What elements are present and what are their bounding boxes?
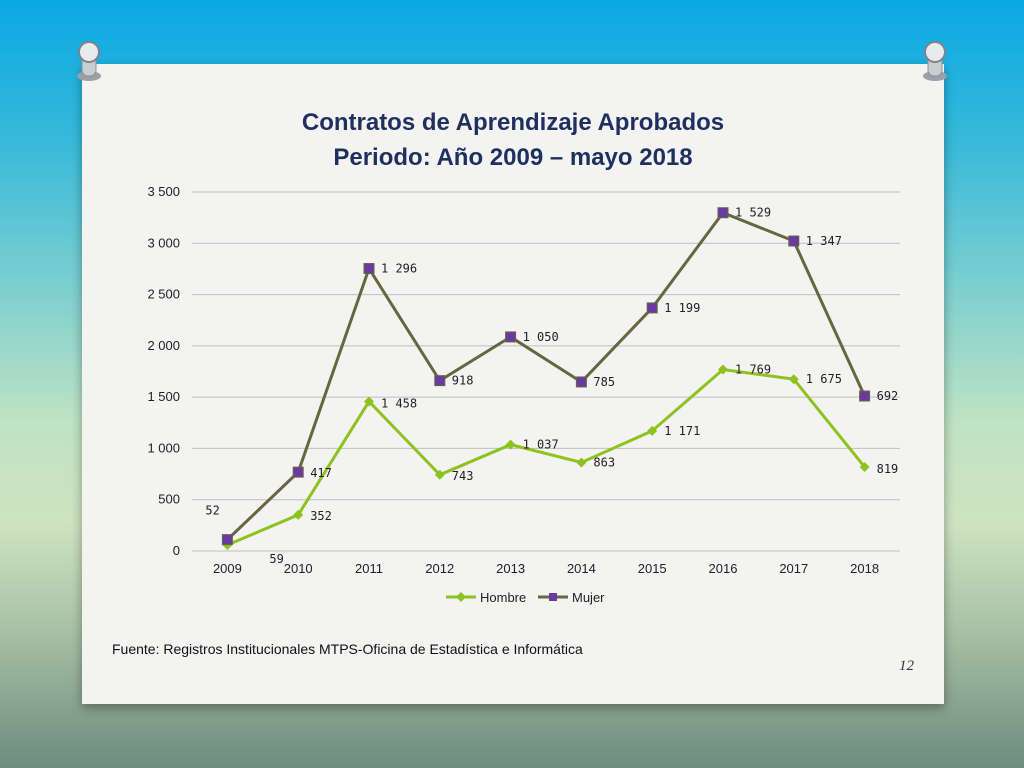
point-mujer [363,263,375,275]
y-tick-label: 2 000 [147,338,180,353]
legend-hombre-marker [456,592,466,602]
data-label-mujer: 1 529 [735,206,771,220]
chart-title-line2: Periodo: Año 2009 – mayo 2018 [333,144,693,171]
point-hombre [647,425,658,436]
point-hombre [718,364,728,375]
chart-legend: Hombre Mujer [446,590,605,605]
data-label-hombre: 1 675 [806,372,842,386]
series-line-mujer [226,210,866,541]
point-mujer [859,390,871,402]
x-tick-label: 2013 [496,561,525,576]
point-mujer [717,207,729,219]
point-hombre [293,509,304,520]
y-tick-label: 3 500 [147,184,180,199]
point-mujer [221,534,233,546]
point-mujer [788,235,800,247]
point-hombre [505,439,516,450]
pushpin-icon [923,41,947,81]
point-mujer [434,375,446,387]
x-tick-label: 2011 [355,561,383,576]
y-tick-label: 2 500 [147,287,180,302]
data-label-hombre: 1 458 [381,396,417,410]
data-labels: 59 352 1 458 743 1 037 863 1 171 1 769 1 675 819 5… [205,206,898,566]
data-label-mujer: 1 296 [381,262,417,276]
source-note: Fuente: Registros Institucionales MTPS-O… [112,641,583,657]
x-tick-label: 2009 [213,561,242,576]
pushpin-icon [77,41,101,81]
legend-mujer-label: Mujer [572,590,605,605]
data-label-hombre: 59 [269,552,283,566]
data-label-hombre: 743 [452,469,474,483]
data-label-hombre: 819 [877,462,899,476]
x-tick-label: 2018 [850,561,879,576]
series-markers [221,207,871,550]
series-lines [226,210,866,547]
data-label-mujer: 1 347 [806,234,842,248]
data-label-mujer: 1 050 [523,330,559,344]
point-mujer [646,302,658,314]
gridlines [192,191,900,552]
y-axis-ticks: 0 500 1 000 1 500 2 000 2 500 3 000 3 500 [147,184,180,558]
y-tick-label: 500 [158,492,180,507]
data-label-mujer: 692 [877,389,899,403]
x-axis-ticks: 2009 2010 2011 2012 2013 2014 2015 2016 2017 2018 [213,561,879,576]
data-label-mujer: 1 199 [664,301,700,315]
data-label-hombre: 1 171 [664,424,700,438]
page-number: 12 [899,658,914,674]
y-tick-label: 1 500 [147,389,180,404]
legend-mujer-marker [549,593,557,601]
point-hombre [859,461,870,472]
point-hombre [364,396,374,407]
legend-hombre-label: Hombre [480,590,526,605]
series-line-hombre [226,367,866,547]
point-mujer [505,331,517,343]
x-tick-label: 2012 [425,561,454,576]
data-label-mujer: 52 [205,504,219,518]
y-tick-label: 3 000 [147,235,180,250]
point-hombre [434,469,445,480]
x-tick-label: 2017 [779,561,808,576]
point-hombre [576,457,587,468]
y-tick-label: 0 [173,543,180,558]
point-hombre [788,374,799,385]
data-label-mujer: 417 [310,466,332,480]
x-tick-label: 2014 [567,561,596,576]
data-label-hombre: 863 [593,455,615,469]
x-tick-label: 2010 [284,561,313,576]
data-label-mujer: 918 [452,374,474,388]
slide-card: Contratos de Aprendizaje Aprobados Perio… [82,64,944,704]
x-tick-label: 2016 [709,561,738,576]
data-label-hombre: 1 037 [523,438,559,452]
point-mujer [575,376,587,388]
data-label-mujer: 785 [593,375,615,389]
chart-title-line1: Contratos de Aprendizaje Aprobados [301,109,725,136]
data-label-hombre: 352 [310,509,332,523]
point-mujer [292,466,304,478]
y-tick-label: 1 000 [147,440,180,455]
x-tick-label: 2015 [638,561,667,576]
data-label-hombre: 1 769 [735,363,771,377]
